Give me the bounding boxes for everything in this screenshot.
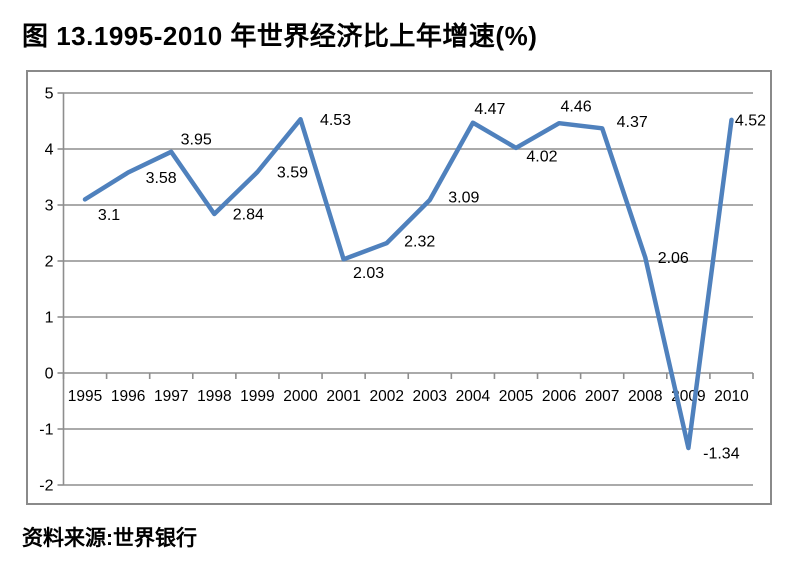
data-label: 4.46 <box>561 99 592 116</box>
chart-border <box>26 70 772 505</box>
y-tick-label: 3 <box>45 198 54 215</box>
x-tick-label: 1997 <box>154 388 188 405</box>
data-label: 4.53 <box>320 112 351 129</box>
source-note: 资料来源:世界银行 <box>22 527 197 550</box>
data-label: 2.84 <box>233 206 264 223</box>
x-tick-label: 1995 <box>68 388 102 405</box>
x-tick-label: 2004 <box>456 388 491 405</box>
data-label: 3.58 <box>146 170 177 187</box>
data-label: 3.1 <box>98 207 120 224</box>
x-tick-label: 2003 <box>413 388 447 405</box>
data-label: 2.06 <box>658 250 689 267</box>
x-tick-label: 2000 <box>283 388 318 405</box>
y-tick-label: -1 <box>39 422 53 439</box>
data-label: 2.03 <box>353 265 384 282</box>
y-tick-label: 5 <box>45 86 54 103</box>
x-tick-label: 2005 <box>499 388 533 405</box>
chart-area: 5 4 3 2 1 0 -1 -2 1995 1996 1997 1998 1999 2000 2001 20… <box>26 70 772 505</box>
x-tick-label: 1999 <box>240 388 274 405</box>
chart-title: 图 13.1995-2010 年世界经济比上年增速(%) <box>22 21 538 51</box>
line-chart: 5 4 3 2 1 0 -1 -2 1995 1996 1997 1998 1999 2000 2001 20… <box>26 70 772 505</box>
data-label: 4.47 <box>474 101 505 118</box>
x-tick-label: 1996 <box>111 388 145 405</box>
x-tick-label: 2007 <box>585 388 619 405</box>
x-tick-label: 2008 <box>628 388 662 405</box>
x-tick-label: 2010 <box>714 388 749 405</box>
x-tick-label: 1998 <box>197 388 231 405</box>
y-tick-label: 4 <box>45 142 54 159</box>
y-tick-label: 0 <box>45 366 54 383</box>
data-series-line <box>82 117 734 451</box>
data-label: 4.02 <box>526 148 557 165</box>
data-label: 3.09 <box>448 189 479 206</box>
y-tick-label: 1 <box>45 310 54 327</box>
data-label: 2.32 <box>404 234 435 251</box>
x-tick-label: 2006 <box>542 388 576 405</box>
data-label: 4.37 <box>617 114 648 131</box>
data-label: 3.59 <box>277 164 308 181</box>
x-tick-label: 2001 <box>326 388 360 405</box>
y-tick-label: -2 <box>39 478 53 495</box>
data-label: 4.52 <box>735 112 766 129</box>
data-label: -1.34 <box>703 446 740 463</box>
x-tick-label: 2002 <box>369 388 403 405</box>
y-tick-label: 2 <box>45 254 54 271</box>
data-label: 3.95 <box>181 131 212 148</box>
